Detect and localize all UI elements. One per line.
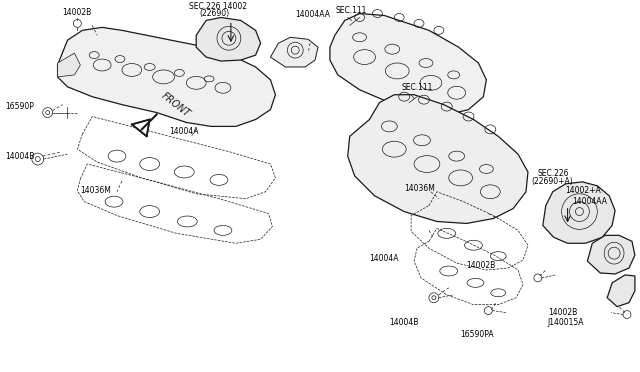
Text: SEC.226 14002: SEC.226 14002 bbox=[189, 1, 247, 10]
Text: (22690+A): (22690+A) bbox=[531, 177, 573, 186]
Text: 14004AA: 14004AA bbox=[295, 10, 330, 19]
Text: 14004A: 14004A bbox=[369, 254, 399, 263]
Text: 14004AA: 14004AA bbox=[573, 197, 607, 206]
Text: SEC.111: SEC.111 bbox=[336, 6, 367, 16]
Polygon shape bbox=[196, 17, 260, 61]
Text: 14036M: 14036M bbox=[81, 186, 111, 195]
Polygon shape bbox=[607, 275, 635, 307]
Text: SEC.111: SEC.111 bbox=[401, 83, 433, 92]
Text: 14002B: 14002B bbox=[63, 9, 92, 17]
Text: 16590PA: 16590PA bbox=[461, 330, 494, 339]
Polygon shape bbox=[348, 95, 528, 224]
Polygon shape bbox=[58, 53, 81, 77]
Polygon shape bbox=[330, 13, 486, 115]
Text: FRONT: FRONT bbox=[159, 91, 192, 119]
Text: 14002B: 14002B bbox=[548, 308, 577, 317]
Polygon shape bbox=[588, 235, 635, 274]
Polygon shape bbox=[271, 37, 318, 67]
Polygon shape bbox=[543, 182, 615, 243]
Polygon shape bbox=[58, 28, 275, 126]
Polygon shape bbox=[132, 119, 150, 136]
Text: 16590P: 16590P bbox=[5, 102, 34, 111]
Text: 14002+A: 14002+A bbox=[566, 186, 602, 195]
Text: 14004A: 14004A bbox=[170, 127, 199, 136]
Text: 14004B: 14004B bbox=[389, 318, 419, 327]
Text: J140015A: J140015A bbox=[548, 318, 584, 327]
Text: (22690): (22690) bbox=[199, 9, 229, 19]
Text: 14002B: 14002B bbox=[467, 260, 496, 270]
Text: 14036M: 14036M bbox=[404, 184, 435, 193]
Text: 14004B: 14004B bbox=[5, 152, 35, 161]
Text: SEC.226: SEC.226 bbox=[538, 169, 570, 179]
